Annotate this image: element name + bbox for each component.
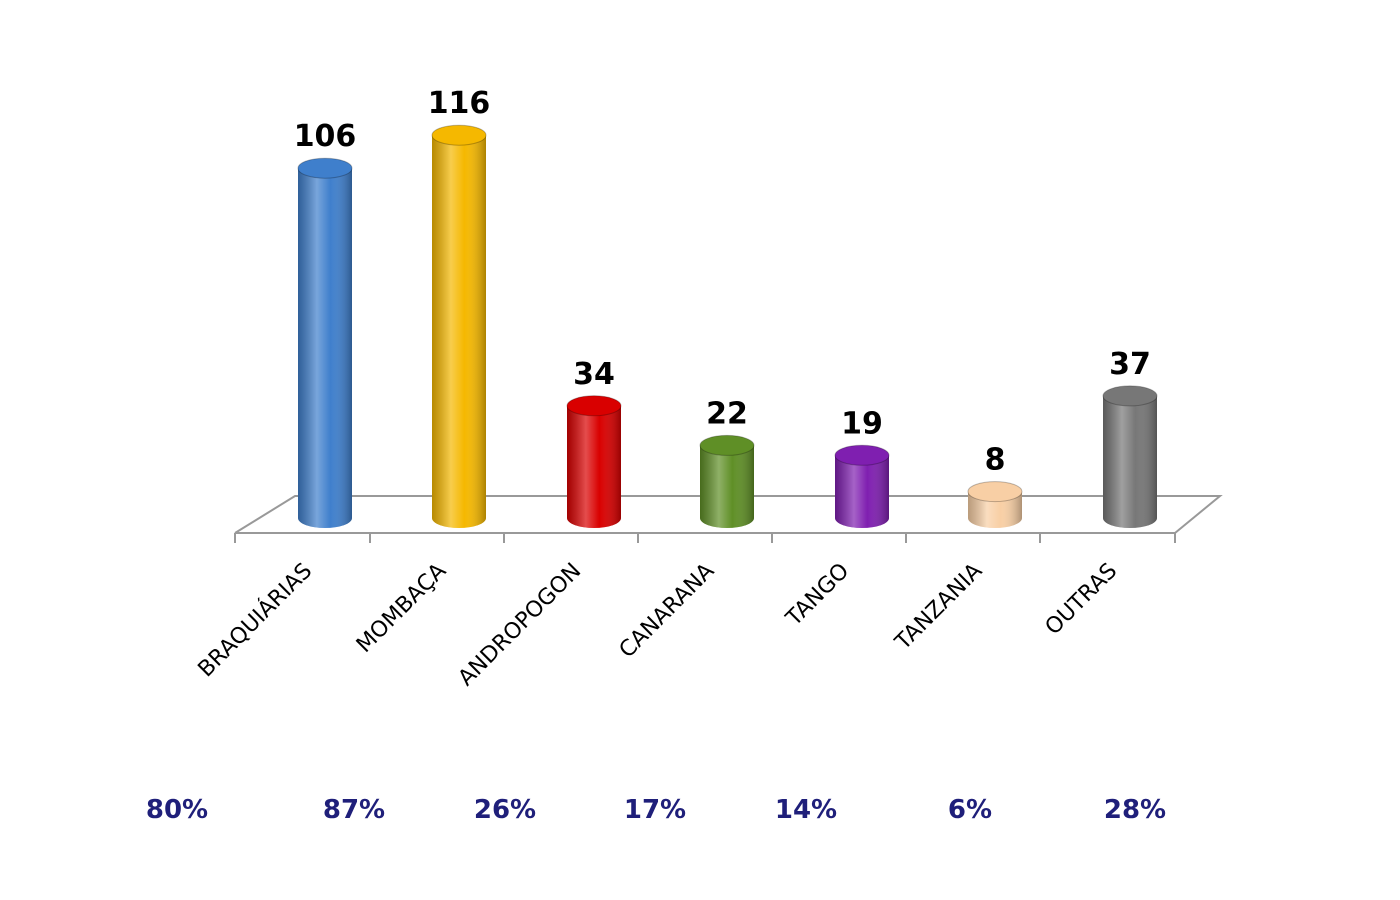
x-tick-label: OUTRAS bbox=[1041, 559, 1123, 641]
x-tick-label: MOMBAÇA bbox=[352, 559, 451, 658]
percentage-label: 14% bbox=[775, 795, 837, 825]
bar bbox=[566, 395, 622, 528]
percentage-label: 80% bbox=[146, 795, 208, 825]
bar bbox=[834, 444, 890, 528]
bar-top bbox=[699, 434, 755, 456]
bar bbox=[431, 124, 487, 528]
floor bbox=[234, 495, 1223, 543]
value-label: 34 bbox=[573, 357, 615, 392]
bar-top bbox=[967, 481, 1023, 503]
value-label: 106 bbox=[294, 119, 357, 154]
bar-shade bbox=[567, 405, 621, 528]
value-label: 8 bbox=[985, 443, 1006, 478]
value-label: 116 bbox=[428, 86, 491, 121]
x-tick-label: TANGO bbox=[781, 559, 854, 632]
percentage-label: 26% bbox=[474, 795, 536, 825]
bar-top bbox=[1102, 385, 1158, 407]
percentage-label: 87% bbox=[323, 795, 385, 825]
percentage-label: 28% bbox=[1104, 795, 1166, 825]
bar-shade bbox=[298, 168, 352, 528]
bar-shade bbox=[432, 135, 486, 528]
bar-shade bbox=[968, 491, 1022, 528]
percentage-label: 17% bbox=[624, 795, 686, 825]
x-tick-label: CANARANA bbox=[615, 559, 720, 664]
bar-top bbox=[834, 444, 890, 466]
bar-top bbox=[431, 124, 487, 146]
bar-top bbox=[297, 157, 353, 179]
bar bbox=[1102, 385, 1158, 528]
percentage-label: 6% bbox=[948, 795, 992, 825]
value-label: 22 bbox=[706, 396, 748, 431]
bar-shade bbox=[1103, 395, 1157, 528]
bar bbox=[297, 157, 353, 528]
x-tick-label: TANZANIA bbox=[890, 559, 987, 656]
bar-shade bbox=[700, 445, 754, 528]
x-tick-label: ANDROPOGON bbox=[454, 559, 587, 692]
value-label: 37 bbox=[1109, 347, 1151, 382]
bar-top bbox=[566, 395, 622, 417]
bar bbox=[967, 481, 1023, 528]
value-label: 19 bbox=[841, 406, 883, 441]
bar-shade bbox=[835, 455, 889, 528]
bar bbox=[699, 434, 755, 528]
x-tick-label: BRAQUIÁRIAS bbox=[193, 558, 317, 682]
